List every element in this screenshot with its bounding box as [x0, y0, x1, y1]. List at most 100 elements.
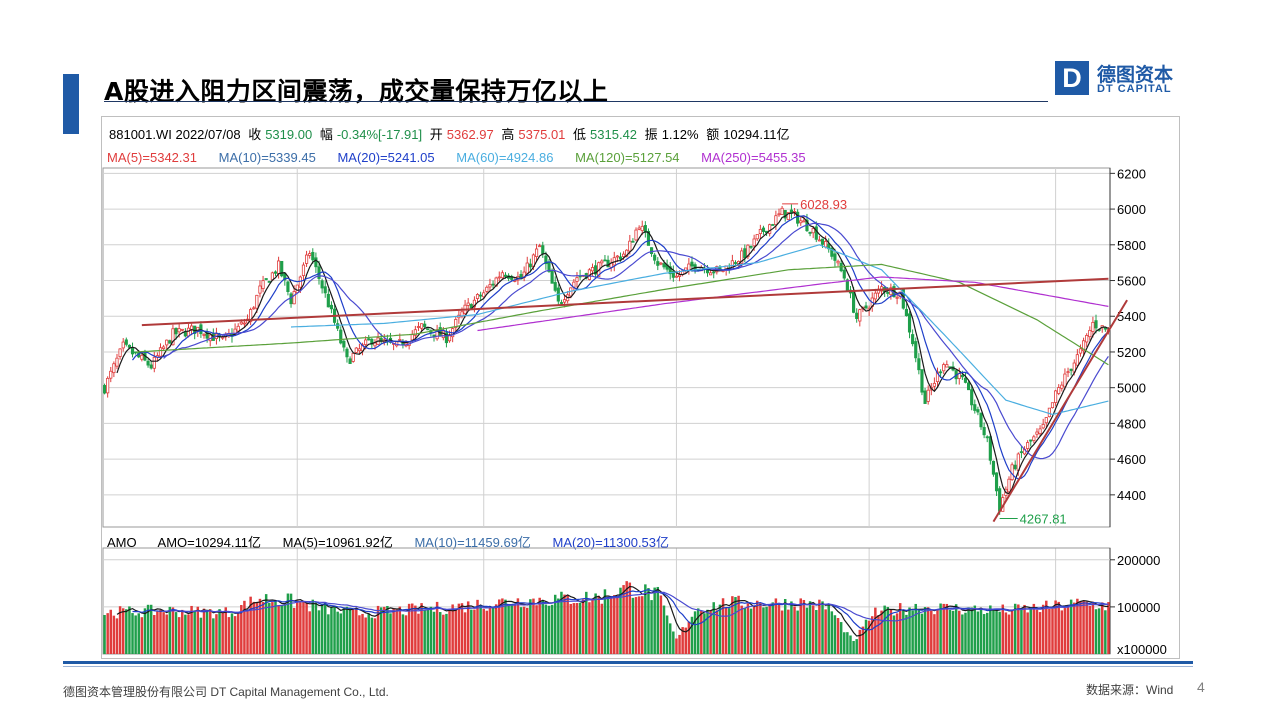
volume-bar [112, 615, 116, 654]
candle-body [985, 436, 989, 439]
volume-bar [296, 600, 299, 654]
candle-body [628, 240, 632, 252]
candle-body [979, 412, 983, 428]
candle-body [339, 329, 343, 344]
volume-bar [417, 613, 420, 654]
volume-bar [255, 603, 259, 654]
volume-bar [193, 610, 196, 654]
low-value: 5315.42 [590, 127, 638, 142]
candle-body [615, 255, 619, 258]
volume-bar [1054, 600, 1057, 654]
candle-body [914, 341, 918, 359]
volume-bar [703, 613, 706, 654]
candle-body [255, 294, 259, 309]
volume-bar [522, 606, 526, 654]
volume-bar [808, 601, 812, 654]
volume-bar [1104, 610, 1107, 654]
volume-bar [513, 604, 517, 654]
close-label: 收 [248, 127, 262, 142]
candle-body [998, 488, 1002, 512]
volume-bar [989, 605, 992, 654]
volume-bar [156, 611, 159, 654]
volume-bar [134, 615, 137, 654]
candle-body [180, 328, 184, 331]
candle-body [649, 247, 654, 255]
volume-bar [473, 609, 476, 654]
candle-body [603, 259, 607, 262]
volume-bar [706, 609, 709, 654]
volume-bar [445, 613, 448, 654]
legend-ma5: MA(5)=5342.31 [107, 150, 197, 165]
candle-body [491, 283, 495, 286]
candle-body [482, 292, 486, 298]
candle-body [1038, 428, 1042, 435]
volume-bar [563, 594, 566, 654]
amount-label: 额 [706, 127, 720, 142]
candle-body [379, 337, 383, 341]
volume-bar [665, 615, 669, 654]
volume-bar [373, 618, 377, 654]
candle-body [183, 331, 187, 337]
candle-body [820, 238, 825, 245]
candle-body [687, 263, 691, 271]
volume-bar [787, 609, 790, 654]
candle-body [746, 244, 750, 258]
volume-bar [404, 615, 408, 654]
volume-bar [482, 608, 485, 654]
volume-bar [103, 614, 106, 654]
candle-body [1069, 368, 1073, 371]
candle-body [1050, 402, 1055, 409]
low-label: 低 [573, 127, 587, 142]
candle-body [594, 265, 598, 275]
volume-bar [693, 611, 697, 654]
candle-body [836, 260, 840, 264]
volume-bar [460, 603, 464, 654]
volume-bar [740, 605, 743, 654]
candle-body [454, 319, 458, 329]
volume-bar [979, 608, 983, 654]
volume-bar [802, 599, 806, 654]
volume-bar [933, 614, 936, 654]
volume-bar [566, 594, 569, 654]
volume-bar [109, 609, 113, 654]
volume-bar [712, 602, 715, 654]
candle-body [267, 281, 271, 283]
candle-body [625, 249, 629, 257]
volume-bar [1051, 608, 1054, 654]
logo-mark: D [1055, 61, 1089, 95]
volume-bar [221, 612, 224, 654]
candle-body [177, 328, 181, 333]
candle-body [976, 409, 980, 413]
candle-body [444, 332, 449, 344]
volume-bar [277, 605, 280, 654]
open-label: 开 [429, 127, 443, 142]
volume-bar [575, 603, 579, 654]
candle-body [165, 339, 169, 346]
volume-bar [311, 599, 315, 654]
candle-body [373, 342, 377, 347]
volume-bar [519, 607, 523, 654]
volume-bar [1004, 612, 1008, 654]
candle-body [323, 286, 327, 294]
price-tick-label: 5800 [1117, 238, 1146, 253]
volume-bar [258, 598, 262, 654]
volume-bar [202, 608, 206, 654]
volume-bar [330, 606, 333, 654]
candle-body [466, 302, 470, 306]
candle-body [357, 348, 361, 352]
volume-bar [507, 604, 510, 654]
candle-body [743, 248, 747, 259]
candle-body [833, 253, 837, 261]
candle-body [239, 321, 243, 325]
volume-bar [516, 598, 520, 654]
volume-bar [883, 605, 886, 654]
candle-body [907, 313, 912, 333]
candle-body [168, 340, 172, 344]
volume-bar [765, 606, 768, 654]
candle-body [447, 335, 452, 342]
volume-bar [746, 603, 750, 654]
candle-body [802, 220, 806, 223]
volume-bar [992, 608, 995, 654]
candle-body [1054, 390, 1058, 403]
volume-bar [376, 605, 380, 654]
